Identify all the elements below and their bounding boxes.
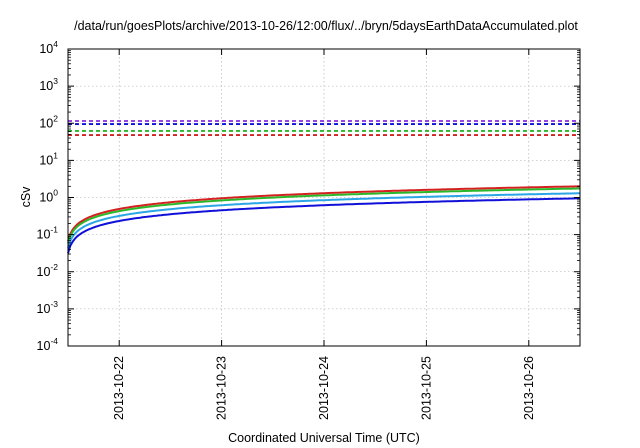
x-axis-label: Coordinated Universal Time (UTC) [228,431,420,445]
series-line [67,185,581,242]
series-line [67,192,580,249]
series-line [67,187,580,244]
y-tick-label: 100 [39,188,58,205]
y-tick-label: 10-3 [37,299,59,316]
x-tick-label: 2013-10-25 [419,356,433,420]
y-tick-label: 104 [39,39,58,56]
x-tick-label: 2013-10-26 [522,356,536,420]
y-tick-label: 102 [39,113,58,130]
x-tick-label: 2013-10-24 [317,356,331,420]
y-tick-label: 10-1 [37,225,59,242]
axes: 10-4 10-3 10-2 10-1 100 101 102 103 104 2013-10-2… [37,39,580,420]
y-tick-label: 10-4 [37,336,59,353]
plot-area [67,120,581,254]
series-line [67,197,581,254]
chart-title: /data/run/goesPlots/archive/2013-10-26/1… [74,19,578,33]
x-tick-label: 2013-10-23 [215,356,229,420]
x-tick-label: 2013-10-22 [112,356,126,420]
y-tick-label: 103 [39,76,58,93]
grid [68,49,580,346]
y-axis-label: cSv [19,186,33,208]
y-tick-label: 10-2 [37,262,59,279]
y-tick-label: 101 [39,150,58,167]
